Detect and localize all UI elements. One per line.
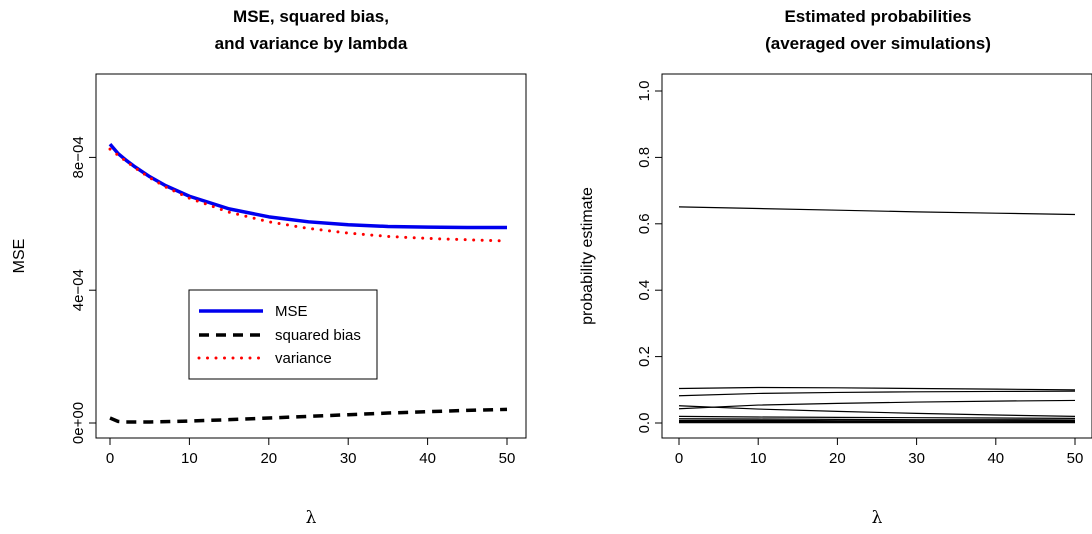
- right-y-tick-label: 1.0: [636, 81, 653, 102]
- right-x-tick-label: 50: [1067, 450, 1084, 467]
- left-title-line1: MSE, squared bias,: [233, 7, 389, 26]
- right-y-tick-label: 0.4: [636, 280, 653, 301]
- right-x-tick-label: 30: [908, 450, 925, 467]
- left-x-axis: 0 10 20 30 40 50: [106, 437, 516, 467]
- left-y-tick-label: 0e+00: [70, 402, 87, 444]
- right-series-line-4: [678, 399, 1076, 410]
- left-x-tick-label: 40: [419, 450, 436, 467]
- right-series-line-3: [678, 390, 1076, 397]
- right-series-line-8: [679, 419, 1076, 422]
- legend-label-MSE: MSE: [275, 303, 308, 320]
- right-series-line-7: [678, 418, 1076, 421]
- right-y-tick-label: 0.8: [636, 147, 653, 168]
- right-x-axis: 0 10 20 30 40 50: [675, 437, 1084, 467]
- right-series-line-6: [678, 415, 1076, 419]
- right-y-axis: 0.0 0.2 0.4 0.6 0.8 1.0: [636, 81, 663, 434]
- right-x-tick-label: 10: [750, 450, 767, 467]
- right-y-tick-label: 0.6: [636, 213, 653, 234]
- left-series-line-MSE: [108, 142, 507, 230]
- left-y-tick-label: 4e−04: [70, 269, 87, 311]
- right-y-tick-label: 0.2: [636, 346, 653, 367]
- right-y-axis-label: probability estimate: [579, 187, 596, 325]
- right-series-line-2: [678, 386, 1076, 391]
- right-panel: Estimated probabilities (averaged over s…: [579, 7, 1092, 528]
- legend: MSE squared bias variance: [188, 289, 378, 380]
- left-x-axis-label: λ: [306, 508, 317, 528]
- left-y-axis: 0e+00 4e−04 8e−04: [70, 136, 97, 444]
- right-title-line1: Estimated probabilities: [784, 7, 971, 26]
- left-series-line-variance: [108, 147, 509, 243]
- right-x-tick-label: 0: [675, 450, 683, 467]
- left-title-line2: and variance by lambda: [215, 34, 408, 53]
- right-x-axis-label: λ: [872, 508, 883, 528]
- right-series-group: [678, 206, 1076, 424]
- right-y-tick-label: 0.0: [636, 413, 653, 434]
- left-series-group: [108, 142, 509, 424]
- right-x-tick-label: 40: [987, 450, 1004, 467]
- left-x-tick-label: 20: [260, 450, 277, 467]
- left-y-tick-label: 8e−04: [70, 136, 87, 178]
- left-series-line-squared-bias: [109, 407, 508, 424]
- left-x-tick-label: 50: [499, 450, 516, 467]
- left-y-axis-label: MSE: [11, 239, 28, 274]
- right-series-line-5: [678, 405, 1076, 417]
- left-x-tick-label: 0: [106, 450, 114, 467]
- right-title-line2: (averaged over simulations): [765, 34, 991, 53]
- legend-label-variance: variance: [275, 350, 332, 367]
- left-x-tick-label: 30: [340, 450, 357, 467]
- right-plot-frame: [661, 73, 1092, 439]
- left-panel: MSE, squared bias, and variance by lambd…: [11, 7, 527, 528]
- right-x-tick-label: 20: [829, 450, 846, 467]
- left-plot-frame: [95, 73, 527, 439]
- left-x-tick-label: 10: [181, 450, 198, 467]
- right-series-line-1: [678, 206, 1076, 216]
- legend-label-squared-bias: squared bias: [275, 327, 361, 344]
